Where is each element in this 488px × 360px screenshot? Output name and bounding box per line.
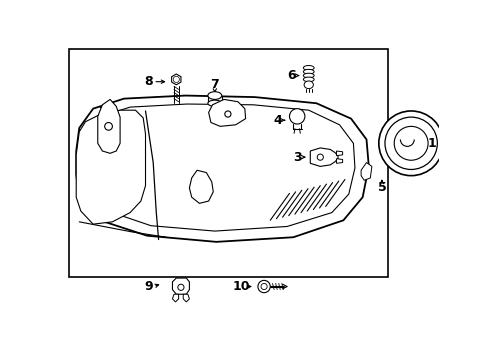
Text: 6: 6	[287, 69, 296, 82]
Polygon shape	[189, 170, 213, 203]
Bar	[68, 49, 387, 276]
Text: 7: 7	[210, 78, 219, 91]
Ellipse shape	[304, 81, 313, 89]
Text: 1: 1	[427, 137, 435, 150]
Polygon shape	[98, 99, 120, 153]
Text: 8: 8	[144, 75, 153, 88]
Polygon shape	[208, 99, 245, 126]
Circle shape	[393, 126, 427, 160]
Text: 9: 9	[144, 280, 153, 293]
Polygon shape	[360, 163, 371, 180]
Polygon shape	[310, 148, 337, 166]
Circle shape	[317, 154, 323, 160]
Ellipse shape	[303, 69, 313, 74]
Circle shape	[104, 122, 112, 130]
Circle shape	[289, 109, 305, 124]
Ellipse shape	[207, 100, 221, 106]
Circle shape	[224, 111, 230, 117]
Circle shape	[257, 280, 270, 293]
Ellipse shape	[207, 92, 221, 99]
Circle shape	[178, 284, 183, 291]
Polygon shape	[172, 294, 178, 302]
Circle shape	[173, 76, 179, 82]
Polygon shape	[76, 95, 368, 242]
Text: 3: 3	[292, 150, 301, 164]
Circle shape	[261, 283, 266, 289]
Polygon shape	[172, 278, 189, 294]
Text: 4: 4	[273, 114, 282, 127]
Text: 5: 5	[377, 181, 386, 194]
Text: 2: 2	[85, 174, 94, 187]
Polygon shape	[171, 74, 181, 85]
Ellipse shape	[303, 66, 313, 70]
Ellipse shape	[303, 77, 313, 82]
Polygon shape	[336, 159, 342, 163]
Polygon shape	[76, 110, 145, 224]
Ellipse shape	[303, 73, 313, 78]
Polygon shape	[336, 151, 342, 156]
Circle shape	[378, 111, 443, 176]
Circle shape	[384, 117, 436, 170]
Text: 10: 10	[232, 280, 249, 293]
Polygon shape	[183, 294, 189, 302]
